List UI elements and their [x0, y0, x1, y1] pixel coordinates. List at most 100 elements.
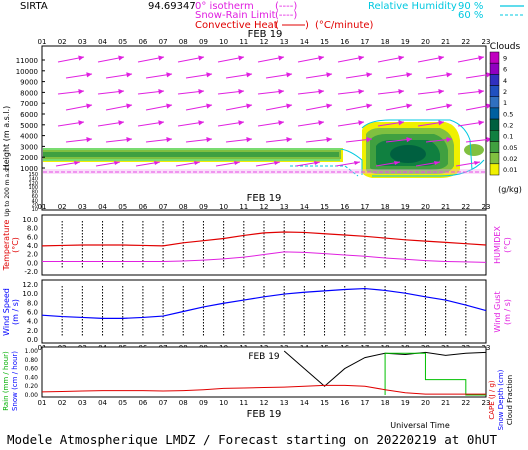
ytick-label: 6.0	[27, 309, 38, 317]
ytick-label: 4.0	[27, 318, 38, 326]
hour-tick-label: 12	[260, 203, 269, 211]
wind-y-axis: 12.010.08.0 6.04.02.00.0	[22, 281, 38, 344]
wind-arrow-head	[398, 120, 404, 126]
wind-arrow-head	[118, 120, 124, 126]
hour-tick-label: 11	[239, 399, 248, 407]
wind-arrow-head	[238, 89, 244, 95]
colorbar-label: 0.01	[503, 166, 517, 174]
wind-arrow-head	[474, 161, 480, 165]
wind-arrow-head	[74, 161, 80, 165]
cloud-ytick-label: 10000	[16, 68, 38, 76]
xlabel-utc: Universal Time	[390, 421, 450, 430]
cloud-ytick-label: 8000	[20, 89, 38, 97]
rain-ytick-label: 0.80	[25, 357, 39, 364]
hour-tick-label: 18	[381, 399, 390, 407]
wind-arrow-head	[286, 103, 292, 109]
ytick-label: 6.0	[27, 233, 38, 241]
wind-arrow-head	[198, 89, 204, 95]
wind-arrow-head	[126, 103, 132, 109]
wind-arrow-head	[278, 55, 284, 61]
temp-ylabel: Temperature	[2, 220, 11, 272]
hour-tick-label: 09	[199, 38, 208, 46]
wind-arrow-head	[406, 103, 412, 109]
colorbar-swatch	[489, 141, 500, 153]
wind-arrow-head	[126, 72, 132, 78]
wind-arrow-head	[286, 72, 292, 78]
wind-arrow-head	[406, 72, 412, 78]
colorbar-swatch	[489, 163, 500, 176]
wind-arrow-head	[318, 89, 324, 95]
hour-tick-label: 05	[118, 399, 127, 407]
wind-arrow-head	[434, 161, 440, 165]
cloud-ytick-label-lower: 100	[28, 185, 38, 191]
legend-isotherm: 0° isotherm	[195, 1, 254, 12]
cloud-ytick-label: 1000	[20, 165, 38, 173]
hour-tick-label: 01	[38, 399, 47, 407]
hour-tick-label: 03	[78, 38, 87, 46]
colorbar-swatch	[489, 96, 500, 109]
cloud-ytick-label-lower: 150	[28, 172, 38, 178]
wind-arrow-head	[394, 161, 400, 165]
hour-tick-label: 20	[421, 399, 430, 407]
colorbar-label: 0.02	[503, 155, 517, 163]
ytick-label: 2.0	[27, 251, 38, 259]
wind-arrow-head	[166, 103, 172, 109]
colorbar-label: 1	[503, 99, 507, 107]
cloud-ytick-label-lower: 40	[32, 198, 38, 204]
colorbar-label: 2	[503, 88, 507, 96]
wind-arrow-head	[446, 137, 452, 143]
colorbar-label: 0.5	[503, 110, 513, 118]
wind-arrow-head	[398, 55, 404, 61]
hour-tick-label: 12	[260, 38, 269, 46]
hours-top-axis: 01 02 03 04 05 06 07 08 09 10 11 12 13 14 15 16 17 18 19 20…	[38, 38, 491, 46]
wind-arrow-head	[366, 103, 372, 109]
ytick-label: 10.0	[22, 290, 38, 298]
colorbar-swatch	[489, 85, 500, 97]
rain-panel: 1.00 0.80 0.600.40 0.20 0.00 FEB 19 01 02 03 04…	[2, 346, 514, 430]
colorbar-swatch	[489, 62, 500, 75]
humidex-line	[42, 251, 487, 263]
cloud-y-axis: 11000 10000 9000 8000 7000 6000 5000 4000 3000 20…	[16, 57, 45, 173]
temp-ylabel-unit: (°C)	[11, 237, 20, 253]
colorbar-swatch	[489, 130, 500, 142]
cloud-ytick-label: 3000	[20, 143, 38, 151]
hours-rain-bottom: 01 02 03 04 05 06 07 08 09 10 11 12 13 14 15 16 17 18 19 20…	[38, 399, 491, 407]
hour-tick-label: 14	[300, 203, 309, 211]
wind-arrow-head	[478, 89, 484, 95]
hour-tick-label: 08	[179, 203, 188, 211]
date-label-top: FEB 19	[248, 29, 283, 40]
hour-tick-label: 19	[401, 399, 410, 407]
colorbar-swatch	[489, 152, 500, 165]
hour-tick-label: 22	[461, 399, 470, 407]
wind-arrow-head	[198, 120, 204, 126]
hour-tick-label: 14	[300, 38, 309, 46]
temperature-y-axis: 10.08.06.04.02.00.0-2.0	[22, 216, 38, 276]
wind-arrow-head	[354, 161, 360, 165]
wind-arrow-head	[438, 89, 444, 95]
colorbar-unit: (g/kg)	[498, 185, 522, 194]
cape-ylabel: CAPE (J / g)	[488, 380, 496, 420]
cloud-ytick-label: 7000	[20, 100, 38, 108]
rain-ytick-label: 0.20	[25, 383, 39, 390]
rain-y-axis: 1.00 0.80 0.600.40 0.20 0.00	[25, 348, 39, 399]
hour-tick-label: 01	[38, 38, 47, 46]
cloud-ytick-label: 4000	[20, 133, 38, 141]
low-cloud-green	[43, 152, 339, 157]
colorbar-swatch	[489, 51, 500, 64]
legend-snow-rain-dashes: (----)	[275, 10, 297, 21]
wind-arrow-head	[446, 103, 452, 109]
ytick-label: 2.0	[27, 327, 38, 335]
colorbar-title: Clouds	[490, 42, 521, 52]
clouds-ylabel: Height (m a.s.l.)	[2, 106, 11, 171]
wind-arrow-head	[246, 103, 252, 109]
cloud-ytick-label: 2000	[20, 154, 38, 162]
wind-arrow-head	[86, 103, 92, 109]
date-label-bottom: FEB 19	[247, 409, 282, 420]
hour-tick-label: 06	[138, 399, 147, 407]
rain-ytick-label: 0.00	[25, 392, 39, 399]
wind-grid	[61, 286, 467, 337]
legend-convective-unit: (°C/minute)	[315, 20, 374, 31]
hour-tick-label: 03	[78, 399, 87, 407]
